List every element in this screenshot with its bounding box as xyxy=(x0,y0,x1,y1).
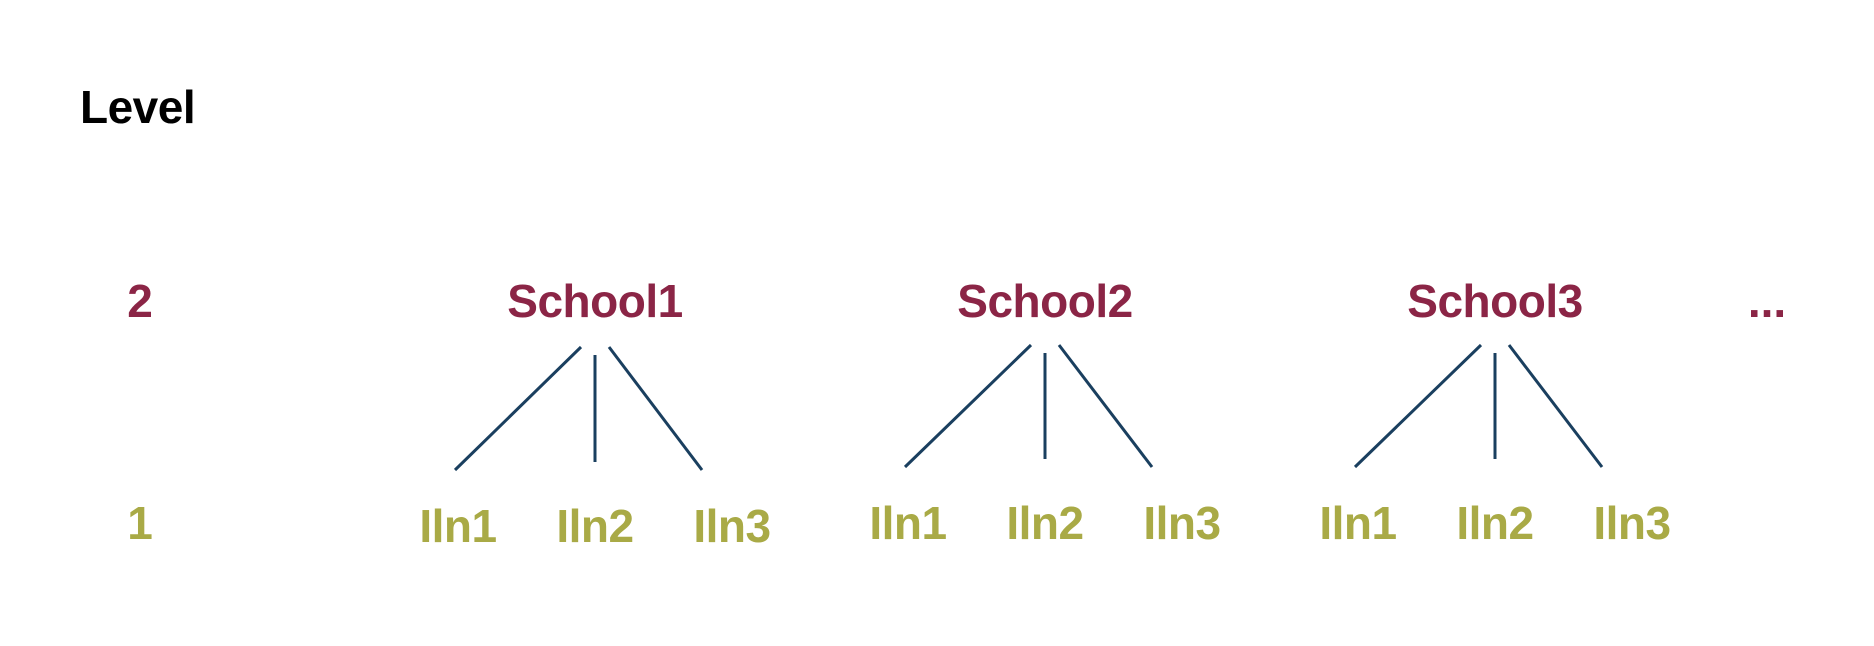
link-school-1-child-1 xyxy=(453,345,583,472)
school-2-child-3: Iln3 xyxy=(1143,497,1221,549)
school-3-child-1: Iln1 xyxy=(1319,497,1397,549)
level-2-label: 2 xyxy=(127,275,153,327)
school-node-1: School1 xyxy=(507,275,683,327)
school-3-child-2: Iln2 xyxy=(1456,497,1534,549)
diagram-heading: Level xyxy=(80,81,196,133)
level-1-label: 1 xyxy=(127,497,153,549)
continuation-ellipsis: ... xyxy=(1747,275,1787,327)
school-2-child-2: Iln2 xyxy=(1006,497,1084,549)
link-school-3-child-3 xyxy=(1507,344,1604,468)
school-1-child-1: Iln1 xyxy=(419,500,497,552)
school-3-child-3: Iln3 xyxy=(1593,497,1671,549)
school-2-child-1: Iln1 xyxy=(869,497,947,549)
link-school-2-child-3 xyxy=(1057,344,1154,468)
school-1-child-3: Iln3 xyxy=(693,500,771,552)
link-school-1-child-3 xyxy=(607,346,704,471)
link-school-3-child-1 xyxy=(1353,343,1483,469)
link-school-2-child-1 xyxy=(903,343,1033,469)
school-node-3: School3 xyxy=(1407,275,1583,327)
school-node-2: School2 xyxy=(957,275,1133,327)
school-1-child-2: Iln2 xyxy=(556,500,634,552)
